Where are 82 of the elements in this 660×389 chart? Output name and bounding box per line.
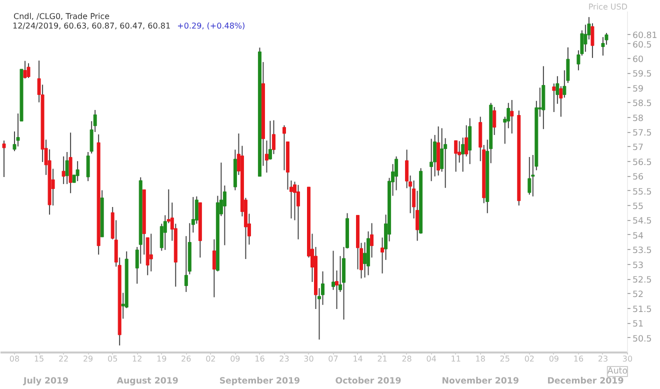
x-tick-label: 16 — [254, 354, 265, 364]
candlestick — [468, 118, 472, 165]
y-tick-label: 60.81 — [632, 31, 658, 42]
x-tick-label: 05 — [108, 354, 118, 364]
y-tick-label: 59 — [632, 84, 644, 94]
y-tick-label: 52 — [632, 290, 644, 300]
candlestick — [149, 233, 153, 272]
y-tick-label: 53 — [632, 260, 644, 271]
candlestick — [282, 124, 286, 171]
candlestick — [65, 152, 69, 185]
y-tick-label: 55.5 — [632, 187, 652, 198]
candlestick — [272, 120, 276, 155]
candlestick — [296, 184, 300, 240]
y-tick-label: 60.5 — [632, 40, 652, 50]
y-tick-label: 57.5 — [632, 128, 652, 139]
candlestick — [454, 140, 458, 172]
x-tick-label: 11 — [450, 354, 461, 364]
x-tick-label: 23 — [279, 354, 290, 364]
y-tick-label: 55 — [632, 202, 644, 212]
candlestick — [26, 62, 30, 78]
text: 12/24/2019, 60.63, 60.87, 60.47, 60.81 — [12, 21, 171, 30]
candlestick — [510, 99, 514, 134]
x2-tick-label: November 2019 — [442, 376, 519, 386]
y-tick-label: 58.5 — [632, 99, 652, 110]
x-tick-label: 29 — [82, 354, 94, 364]
candlestick — [363, 242, 367, 278]
chart-title: Cndl, /CLG0, Trade Price — [13, 12, 110, 21]
x-tick-label: 18 — [475, 354, 486, 364]
candlestick — [23, 60, 27, 80]
candlestick — [601, 36, 605, 56]
x-tick-label: 07 — [328, 354, 338, 364]
x2-tick-label: October 2019 — [335, 376, 402, 386]
x-tick-label: 04 — [426, 354, 436, 364]
x2-tick-label: August 2019 — [116, 376, 178, 386]
y-tick-label: 57 — [632, 143, 644, 154]
candlestick — [76, 160, 80, 182]
y-tick-label: 50.5 — [632, 334, 652, 344]
x-tick-label: 28 — [402, 354, 412, 364]
y-tick-label: 53.5 — [632, 246, 652, 256]
y-tick-label: 56 — [632, 172, 644, 183]
x-tick-label: 25 — [500, 354, 510, 364]
x-tick-label: 26 — [181, 354, 192, 364]
x-tick-label: 08 — [9, 354, 20, 364]
y-tick-label: 58 — [632, 114, 644, 124]
y-tick-label: 54.5 — [632, 216, 652, 227]
x-tick-label: 15 — [34, 354, 44, 364]
x2-tick-label: July 2019 — [22, 376, 69, 386]
x2-tick-label: September 2019 — [219, 376, 300, 386]
x-tick-label: 30 — [304, 354, 314, 364]
x-tick-label: 09 — [230, 354, 240, 364]
x-tick-label: 12 — [132, 354, 142, 364]
y-axis-title: Price USD — [588, 2, 628, 12]
x-tick-label: 30 — [622, 354, 633, 364]
x-tick-label: 21 — [377, 354, 388, 364]
candlestick — [430, 138, 434, 182]
candlestick — [2, 140, 6, 178]
x-tick-label: 14 — [352, 354, 363, 364]
candlestick — [86, 152, 90, 182]
x-tick-label: 02 — [206, 354, 216, 364]
candlestick — [461, 137, 465, 172]
candlestick — [528, 156, 532, 196]
y-tick-label: 51.5 — [632, 304, 652, 315]
x-tick-label: 23 — [598, 354, 608, 364]
x-tick-label: 19 — [156, 354, 167, 364]
x-tick-label: 02 — [524, 354, 535, 364]
y-tick-label: 56.5 — [632, 158, 652, 168]
y-tick-label: 54 — [632, 231, 644, 242]
candlestick — [212, 238, 216, 298]
x2-tick-label: December 2019 — [547, 376, 624, 386]
annotation: +0.29, (+0.48%) — [177, 21, 246, 30]
x-tick-label: 22 — [58, 354, 69, 364]
text: Auto — [607, 366, 628, 376]
x-tick-label: 16 — [573, 354, 584, 364]
candlestick — [492, 106, 496, 136]
candlestick — [62, 156, 66, 185]
y-tick-label: 59.5 — [632, 70, 652, 80]
x-tick-label: 09 — [548, 354, 560, 364]
y-tick-label: 60 — [632, 55, 644, 66]
y-tick-label: 52.5 — [632, 276, 652, 286]
candlestick — [552, 83, 556, 113]
candlestick — [184, 236, 188, 292]
y-tick-label: 51 — [632, 320, 644, 330]
